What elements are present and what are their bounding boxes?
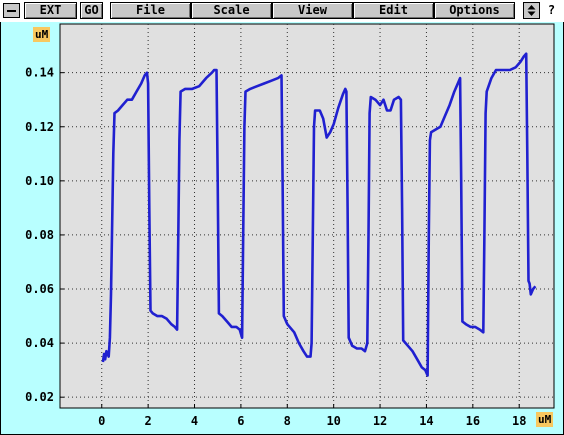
plot-background [59,23,555,409]
minus-icon[interactable] [3,3,20,18]
menu-bar: EXT GO File Scale View Edit Options ? [0,0,564,22]
x-tick-label: 6 [237,414,244,428]
x-tick-label: 4 [191,414,198,428]
up-down-arrows-glyph [527,5,536,16]
ext-button[interactable]: EXT [24,2,77,19]
y-tick-label: 0.08 [25,228,54,242]
x-tick-label: 2 [145,414,152,428]
x-tick-label: 0 [98,414,105,428]
x-tick-label: 8 [284,414,291,428]
x-tick-label: 18 [512,414,526,428]
x-tick-label: 16 [466,414,480,428]
x-tick-label: 12 [373,414,387,428]
x-axis-unit-label: uM [536,412,554,427]
options-menu[interactable]: Options [434,2,515,19]
x-tick-label: 10 [326,414,340,428]
x-axis-ticks: 0 2 4 6 8 10 12 14 16 18 [98,404,526,428]
y-tick-label: 0.04 [25,336,54,350]
y-tick-label: 0.06 [25,282,54,296]
y-tick-label: 0.02 [25,390,54,404]
scale-menu[interactable]: Scale [191,2,272,19]
up-down-arrows-icon[interactable] [523,2,540,19]
go-button[interactable]: GO [80,2,103,19]
view-menu[interactable]: View [272,2,353,19]
edit-menu[interactable]: Edit [353,2,434,19]
y-axis-ticks: 0.02 0.04 0.06 0.08 0.10 0.12 0.14 [25,66,64,404]
y-tick-label: 0.10 [25,174,54,188]
y-tick-label: 0.12 [25,120,54,134]
y-tick-label: 0.14 [25,66,54,80]
series-line [101,52,537,377]
y-axis-unit-label: uM [33,27,51,42]
x-tick-label: 14 [419,414,433,428]
help-button[interactable]: ? [547,3,556,17]
file-menu[interactable]: File [110,2,191,19]
